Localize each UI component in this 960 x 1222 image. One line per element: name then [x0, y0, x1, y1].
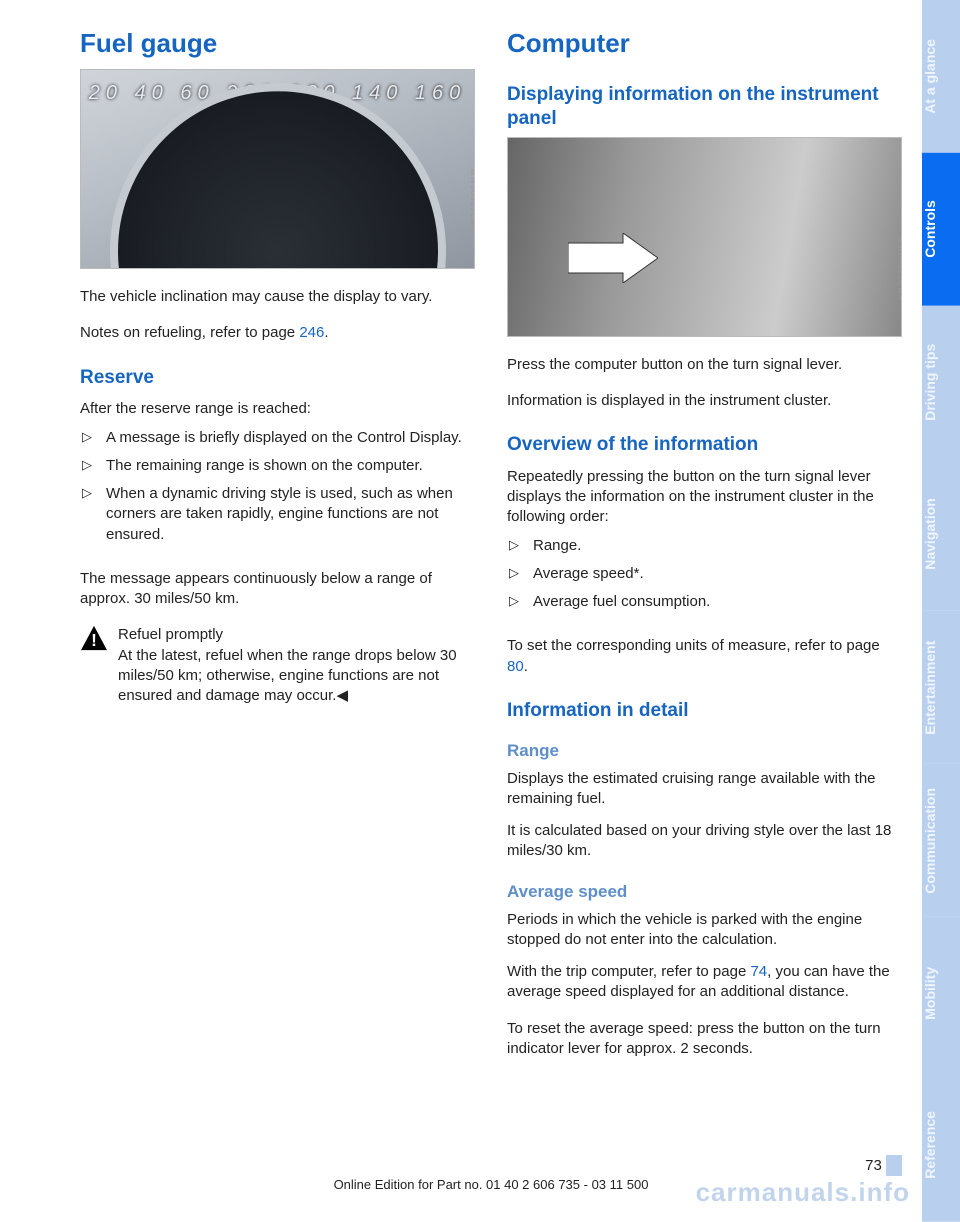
image-code: MW06083CMA	[896, 237, 902, 301]
image-code: MW06081CMA	[469, 169, 475, 233]
list-item: The remaining range is shown on the com­…	[80, 456, 475, 476]
displaying-heading: Displaying information on the instrument…	[507, 83, 902, 131]
arrow-icon	[568, 233, 658, 283]
turn-signal-figure: MW06083CMA	[507, 137, 902, 337]
range-heading: Range	[507, 741, 902, 761]
gauge-center-label: ⛽ 1/2	[81, 238, 474, 258]
fuel-gauge-figure: 20 40 60 200 220 140 160 ⛽ 1/2 MW06081CM…	[80, 69, 475, 269]
tab-communication[interactable]: Communication	[922, 764, 960, 917]
fuel-gauge-title: Fuel gauge	[80, 28, 475, 59]
list-item: Range.	[507, 536, 902, 556]
reserve-intro: After the reserve range is reached:	[80, 399, 475, 419]
fuel-inclination-text: The vehicle inclination may cause the di…	[80, 287, 475, 307]
refueling-note-a: Notes on refueling, refer to page	[80, 324, 299, 341]
press-computer-text: Press the computer button on the turn si…	[507, 355, 902, 375]
page-number-value: 73	[865, 1157, 882, 1174]
footer: 73 Online Edition for Part no. 01 40 2 6…	[80, 1161, 902, 1192]
computer-title: Computer	[507, 28, 902, 59]
left-column: Fuel gauge 20 40 60 200 220 140 160 ⛽ 1/…	[80, 28, 475, 1161]
warning-title: Refuel promptly	[118, 626, 223, 643]
svg-text:!: !	[91, 630, 97, 650]
overview-intro: Repeatedly pressing the button on the tu…	[507, 467, 902, 528]
side-tabs: At a glance Controls Driving tips Naviga…	[922, 0, 960, 1222]
units-page-link[interactable]: 80	[507, 658, 524, 675]
warning-text: Refuel promptly At the latest, refuel wh…	[118, 625, 475, 706]
trip-computer-link[interactable]: 74	[750, 963, 767, 980]
warning-icon: !	[80, 625, 108, 651]
list-item: Average fuel consumption.	[507, 592, 902, 612]
reserve-after: The message appears continuously below a…	[80, 569, 475, 610]
edition-text: Online Edition for Part no. 01 40 2 606 …	[334, 1177, 649, 1192]
tab-navigation[interactable]: Navigation	[922, 458, 960, 611]
tab-reference[interactable]: Reference	[922, 1069, 960, 1222]
reserve-heading: Reserve	[80, 366, 475, 390]
page-number: 73	[865, 1155, 902, 1176]
info-displayed-text: Information is displayed in the instrume…	[507, 391, 902, 411]
avg-p3: To reset the average speed: press the bu…	[507, 1019, 902, 1060]
overview-heading: Overview of the information	[507, 433, 902, 457]
warning-block: ! Refuel promptly At the latest, refuel …	[80, 625, 475, 706]
reserve-list: A message is briefly displayed on the Co…	[80, 428, 475, 553]
tab-at-a-glance[interactable]: At a glance	[922, 0, 960, 153]
units-note-b: .	[524, 658, 528, 675]
avg-p2-a: With the trip computer, refer to page	[507, 963, 750, 980]
gauge-numbers: 20 40 60 200 220 140 160	[81, 82, 474, 105]
units-note-a: To set the corresponding units of measur…	[507, 637, 880, 654]
detail-heading: Information in detail	[507, 699, 902, 723]
page-number-box	[886, 1155, 902, 1176]
tab-mobility[interactable]: Mobility	[922, 917, 960, 1070]
units-note: To set the corresponding units of measur…	[507, 636, 902, 677]
refueling-page-link[interactable]: 246	[299, 324, 324, 341]
list-item: When a dynamic driving style is used, su…	[80, 484, 475, 545]
list-item: Average speed*.	[507, 564, 902, 584]
overview-list: Range. Average speed*. Average fuel cons…	[507, 536, 902, 621]
refueling-note: Notes on refueling, refer to page 246.	[80, 323, 475, 343]
right-column: Computer Displaying information on the i…	[507, 28, 902, 1161]
warning-body: At the latest, refuel when the range dro…	[118, 647, 457, 705]
range-p2: It is calculated based on your driving s…	[507, 821, 902, 862]
range-p1: Displays the estimated cruising range av…	[507, 769, 902, 810]
avg-p1: Periods in which the vehicle is parked w…	[507, 910, 902, 951]
tab-controls[interactable]: Controls	[922, 153, 960, 306]
tab-driving-tips[interactable]: Driving tips	[922, 306, 960, 459]
avg-p2: With the trip computer, refer to page 74…	[507, 962, 902, 1003]
list-item: A message is briefly displayed on the Co…	[80, 428, 475, 448]
refueling-note-b: .	[324, 324, 328, 341]
tab-entertainment[interactable]: Entertainment	[922, 611, 960, 764]
avg-speed-heading: Average speed	[507, 882, 902, 902]
